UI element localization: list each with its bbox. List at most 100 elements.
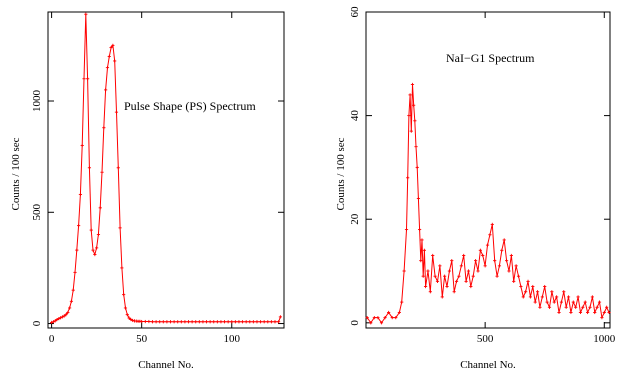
data-point bbox=[400, 300, 404, 304]
data-point bbox=[183, 320, 187, 324]
data-point bbox=[547, 305, 552, 309]
series-group bbox=[50, 12, 282, 325]
data-point bbox=[68, 306, 72, 310]
data-point bbox=[98, 206, 102, 210]
data-point bbox=[493, 259, 497, 263]
data-point bbox=[118, 226, 122, 230]
data-point bbox=[464, 279, 468, 283]
tick-group: 500 1000 0 20 40 60 bbox=[349, 6, 616, 345]
data-point bbox=[372, 316, 376, 320]
data-point bbox=[583, 300, 587, 304]
data-point bbox=[540, 295, 544, 299]
data-point bbox=[462, 253, 466, 258]
data-point bbox=[165, 320, 169, 324]
data-point bbox=[466, 269, 471, 273]
data-point bbox=[422, 248, 426, 252]
data-point bbox=[129, 317, 133, 322]
data-point bbox=[605, 305, 609, 309]
data-point bbox=[504, 259, 509, 263]
data-point bbox=[208, 320, 212, 324]
data-point bbox=[179, 320, 183, 324]
data-point bbox=[226, 320, 230, 324]
data-point bbox=[443, 274, 447, 278]
data-point bbox=[240, 320, 245, 324]
data-point bbox=[114, 110, 119, 114]
series-group bbox=[365, 82, 611, 325]
data-point bbox=[495, 274, 499, 278]
data-point bbox=[412, 103, 416, 107]
data-point bbox=[107, 54, 111, 59]
data-point bbox=[471, 274, 475, 278]
data-point bbox=[59, 316, 63, 320]
data-point bbox=[369, 321, 373, 325]
data-point bbox=[576, 295, 580, 299]
data-point bbox=[237, 320, 241, 324]
data-point bbox=[490, 222, 494, 226]
data-point bbox=[531, 284, 535, 289]
data-point bbox=[120, 266, 124, 270]
y-tick-label: 40 bbox=[349, 110, 361, 122]
data-point bbox=[376, 316, 380, 320]
data-point bbox=[102, 126, 106, 130]
data-point bbox=[365, 316, 369, 320]
y-tick-label: 0 bbox=[31, 320, 43, 326]
data-point bbox=[219, 320, 223, 324]
data-point bbox=[488, 233, 492, 237]
data-point bbox=[404, 227, 409, 232]
data-point bbox=[273, 320, 277, 324]
data-point bbox=[258, 320, 263, 324]
data-point bbox=[524, 290, 528, 294]
x-tick-label: 0 bbox=[49, 333, 55, 345]
data-point bbox=[172, 320, 176, 324]
data-point bbox=[383, 316, 387, 320]
data-point bbox=[233, 320, 237, 324]
data-point bbox=[387, 310, 391, 315]
data-point bbox=[197, 320, 201, 324]
data-point bbox=[457, 274, 461, 278]
data-point bbox=[512, 279, 516, 283]
data-point bbox=[95, 246, 99, 250]
data-point bbox=[571, 300, 575, 304]
data-point bbox=[588, 305, 592, 309]
data-point bbox=[500, 248, 504, 252]
data-point bbox=[84, 12, 88, 16]
data-point bbox=[423, 284, 428, 289]
data-point bbox=[204, 320, 209, 324]
data-point bbox=[410, 82, 415, 87]
data-point bbox=[550, 290, 554, 294]
y-axis-label: Counts / 100 sec bbox=[10, 137, 22, 210]
x-tick-label: 50 bbox=[136, 333, 148, 345]
data-point bbox=[390, 316, 394, 320]
data-point bbox=[421, 274, 425, 278]
data-point bbox=[497, 264, 502, 268]
data-point bbox=[91, 248, 95, 252]
data-point bbox=[57, 317, 61, 321]
data-point bbox=[483, 264, 487, 268]
data-point bbox=[62, 314, 66, 318]
data-point bbox=[105, 66, 110, 70]
data-point bbox=[116, 166, 120, 170]
x-tick-label: 100 bbox=[224, 333, 241, 345]
y-axis-label: Counts / 100 sec bbox=[335, 137, 347, 210]
data-point bbox=[414, 145, 418, 149]
data-point bbox=[82, 77, 86, 81]
data-point bbox=[123, 306, 128, 310]
data-point bbox=[212, 320, 216, 324]
data-point bbox=[474, 259, 478, 263]
x-tick-label: 1000 bbox=[593, 333, 616, 345]
data-point bbox=[186, 320, 191, 324]
data-point bbox=[409, 129, 413, 133]
y-tick-label: 1000 bbox=[31, 90, 43, 113]
data-point bbox=[176, 320, 180, 324]
data-point bbox=[440, 295, 444, 299]
data-point bbox=[481, 253, 485, 258]
data-point bbox=[552, 300, 556, 304]
data-point bbox=[394, 316, 398, 320]
data-point bbox=[559, 300, 563, 304]
y-tick-label: 60 bbox=[349, 6, 361, 18]
y-tick-label: 20 bbox=[349, 213, 361, 225]
data-point bbox=[452, 290, 456, 294]
nai-g1-panel: 500 1000 0 20 40 60 NaI−G1 Spectrum Channel N… bbox=[335, 6, 616, 371]
data-point bbox=[469, 284, 473, 289]
plot-frame bbox=[47, 11, 285, 329]
